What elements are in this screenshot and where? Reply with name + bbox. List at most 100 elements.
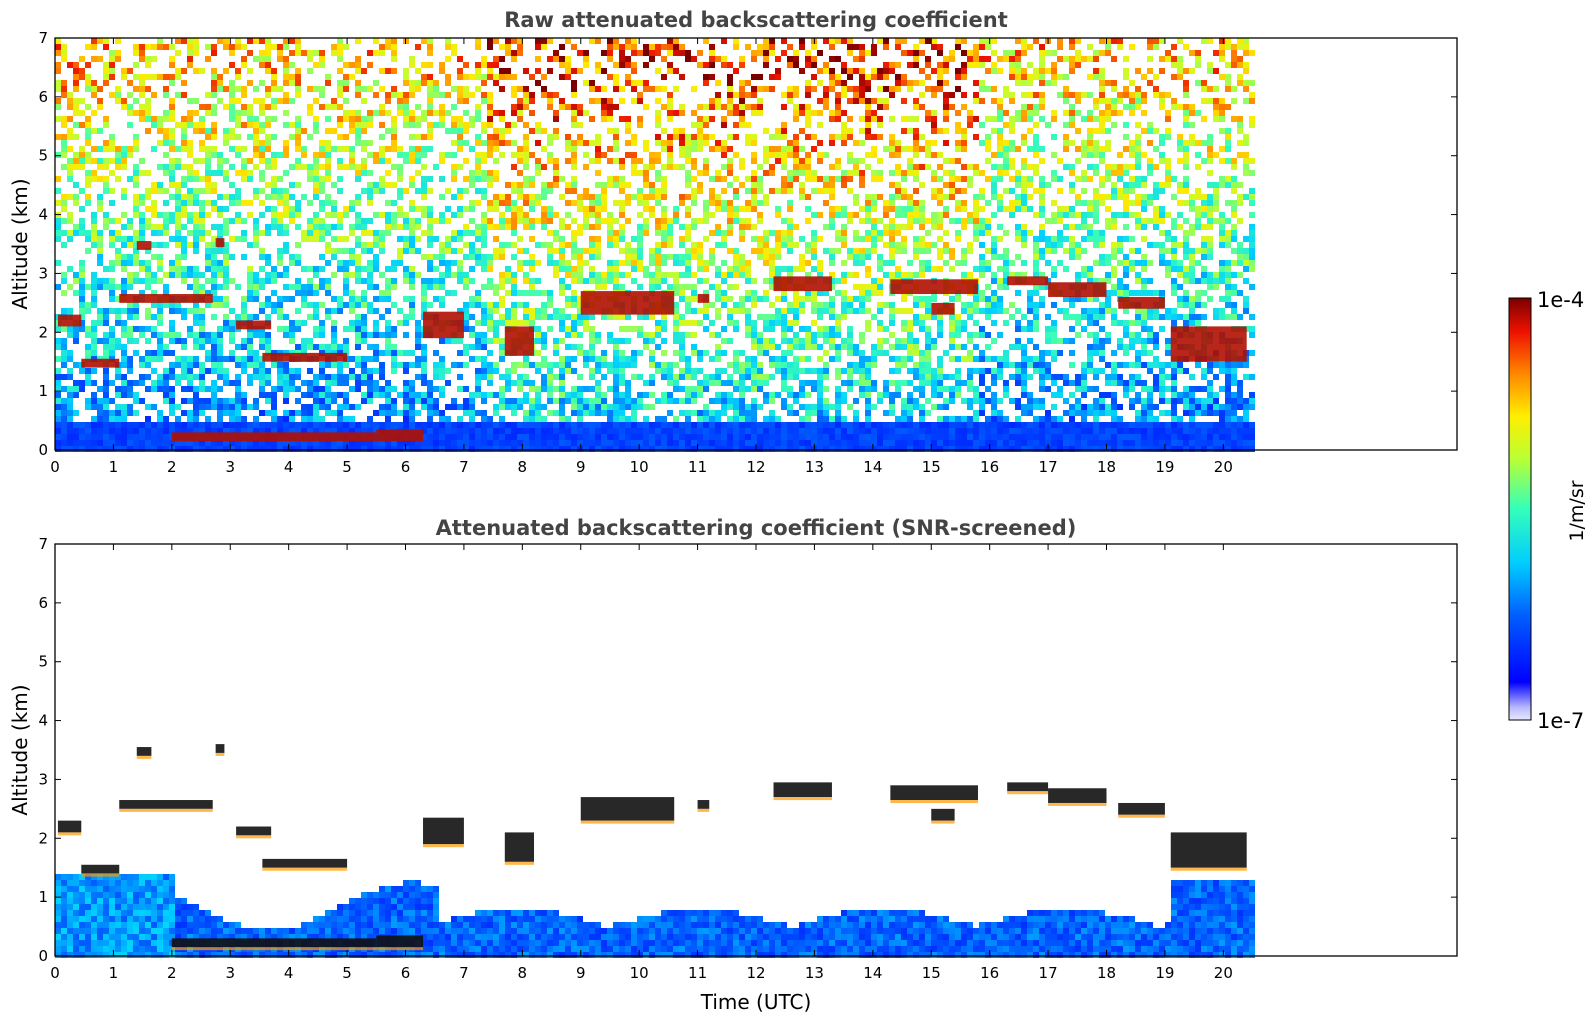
cloud-layer	[931, 302, 955, 315]
chart-panel-raw: Raw attenuated backscattering coefficien…	[8, 8, 1458, 476]
x-tick-label: 18	[1097, 458, 1116, 476]
x-tick-label: 20	[1214, 964, 1233, 982]
x-tick-label: 6	[401, 458, 411, 476]
cloud-layer	[119, 294, 213, 303]
y-tick-label: 3	[38, 770, 48, 788]
y-tick-label: 0	[38, 947, 48, 965]
x-tick-label: 10	[630, 458, 649, 476]
cloud-layer	[697, 800, 710, 809]
cloud-layer	[376, 935, 424, 948]
heatmap-raw	[55, 38, 1255, 452]
cloud-layer	[1007, 782, 1049, 792]
cloud-layer	[423, 311, 464, 339]
cloud-layer	[236, 320, 272, 330]
cloud-layer	[1170, 832, 1247, 868]
x-tick-label: 5	[342, 964, 352, 982]
cloud-layer	[215, 238, 225, 247]
y-tick-label: 2	[38, 323, 48, 341]
cloud-layer	[1007, 276, 1049, 286]
x-tick-label: 7	[459, 964, 469, 982]
x-tick-label: 0	[50, 964, 60, 982]
cloud-layer	[504, 326, 535, 356]
cloud-layer	[890, 785, 978, 801]
x-axis-label: Time (UTC)	[700, 990, 812, 1014]
x-tick-label: 18	[1097, 964, 1116, 982]
cloud-layer	[236, 826, 272, 836]
x-tick-label: 14	[863, 964, 882, 982]
x-tick-label: 10	[630, 964, 649, 982]
chart-panel-screened: Attenuated backscattering coefficient (S…	[8, 516, 1458, 1014]
x-tick-label: 17	[1039, 458, 1058, 476]
colorbar-min-label: 1e-7	[1537, 709, 1584, 733]
chart-title: Raw attenuated backscattering coefficien…	[504, 8, 1008, 32]
x-tick-label: 7	[459, 458, 469, 476]
x-tick-label: 13	[805, 458, 824, 476]
x-tick-label: 9	[576, 458, 586, 476]
x-tick-label: 4	[284, 458, 294, 476]
y-axis-label: Altitude (km)	[8, 684, 32, 815]
cloud-layer	[376, 429, 424, 442]
colorbar-gradient	[1508, 297, 1532, 721]
x-tick-label: 16	[980, 964, 999, 982]
cloud-layer	[423, 817, 464, 845]
x-tick-label: 13	[805, 964, 824, 982]
x-tick-label: 8	[518, 964, 528, 982]
cloud-layer	[580, 797, 675, 821]
x-tick-label: 11	[688, 458, 707, 476]
x-tick-label: 0	[50, 458, 60, 476]
x-tick-label: 14	[863, 458, 882, 476]
x-tick-label: 11	[688, 964, 707, 982]
y-tick-label: 0	[38, 441, 48, 459]
x-tick-label: 1	[109, 964, 119, 982]
cloud-layer	[57, 820, 82, 833]
cloud-layer	[580, 291, 675, 315]
cloud-layer	[1048, 282, 1107, 297]
cloud-layer	[136, 241, 152, 250]
x-tick-label: 15	[922, 458, 941, 476]
cloud-layer	[136, 747, 152, 756]
cloud-layer	[1118, 802, 1165, 815]
x-tick-label: 15	[922, 964, 941, 982]
x-tick-label: 17	[1039, 964, 1058, 982]
cloud-layer	[57, 314, 82, 327]
y-tick-label: 1	[38, 382, 48, 400]
y-tick-label: 6	[38, 88, 48, 106]
cloud-layer	[773, 276, 832, 292]
y-tick-label: 5	[38, 653, 48, 671]
cloud-layer	[504, 832, 535, 862]
cloud-layer	[773, 782, 832, 798]
cloud-layer	[215, 744, 225, 753]
x-tick-label: 8	[518, 458, 528, 476]
x-tick-label: 5	[342, 458, 352, 476]
cloud-layer	[81, 864, 120, 874]
x-tick-label: 3	[225, 964, 235, 982]
cloud-layer	[697, 294, 710, 303]
cloud-layer	[1118, 296, 1165, 309]
x-tick-label: 1	[109, 458, 119, 476]
cloud-layer	[1048, 788, 1107, 803]
colorbar-max-label: 1e-4	[1537, 288, 1584, 312]
x-tick-label: 16	[980, 458, 999, 476]
cloud-layer	[171, 432, 377, 442]
y-tick-label: 6	[38, 594, 48, 612]
x-tick-label: 2	[167, 964, 177, 982]
cloud-layer	[890, 279, 978, 295]
y-tick-label: 4	[38, 712, 48, 730]
x-tick-label: 19	[1155, 458, 1174, 476]
x-tick-label: 6	[401, 964, 411, 982]
x-tick-label: 20	[1214, 458, 1233, 476]
colorbar-unit-label: 1/m/sr	[1566, 480, 1588, 541]
x-tick-label: 12	[746, 964, 765, 982]
cloud-layer	[262, 858, 348, 868]
x-tick-label: 4	[284, 964, 294, 982]
y-tick-label: 7	[38, 535, 48, 553]
y-tick-label: 2	[38, 829, 48, 847]
x-tick-label: 12	[746, 458, 765, 476]
colorbar: 1e-4 1e-7 1/m/sr	[1508, 288, 1588, 733]
x-tick-label: 9	[576, 964, 586, 982]
heatmap-screened	[55, 744, 1255, 958]
cloud-layer	[81, 358, 120, 368]
